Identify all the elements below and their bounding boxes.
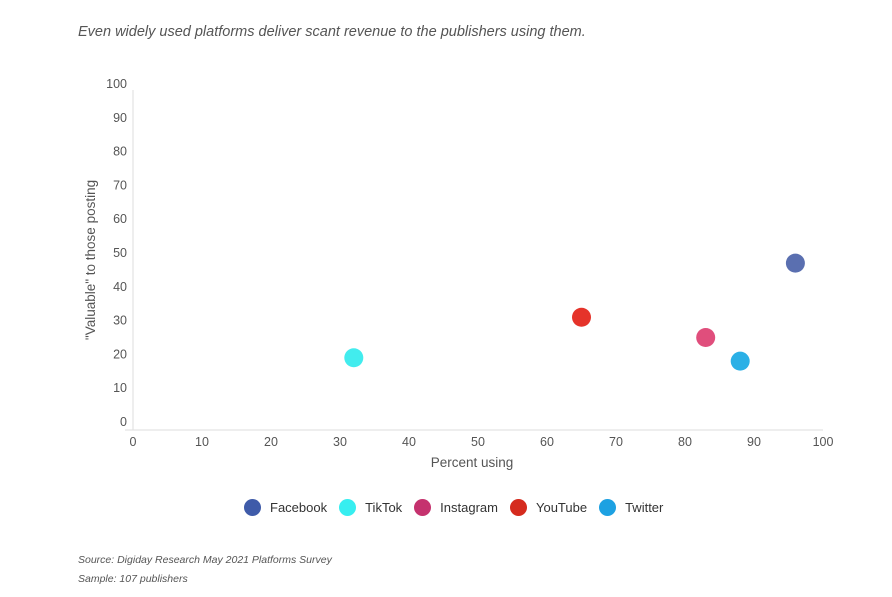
legend-label: YouTube: [535, 500, 588, 515]
chart-subtitle: Even widely used platforms deliver scant…: [78, 24, 586, 40]
y-tick-label: 50: [113, 246, 127, 260]
y-tick-label: 100: [106, 77, 127, 91]
legend-label: Facebook: [270, 500, 328, 515]
y-tick-label: 60: [113, 212, 127, 226]
y-tick-label: 0: [120, 415, 127, 429]
x-tick-labels: 0 10 20 30 40 50 60 70 80 90 100: [130, 435, 834, 449]
data-points: [344, 253, 805, 371]
y-tick-label: 10: [113, 381, 127, 395]
legend-label: Instagram: [440, 500, 498, 515]
legend-item-twitter[interactable]: Twitter: [599, 499, 663, 516]
x-tick-label: 90: [747, 435, 761, 449]
legend-dot-facebook: [244, 499, 261, 516]
source-note: Source: Digiday Research May 2021 Platfo…: [78, 554, 332, 566]
legend-item-instagram[interactable]: Instagram: [414, 499, 498, 516]
y-tick-label: 90: [113, 111, 127, 125]
x-tick-label: 100: [813, 435, 834, 449]
y-tick-label: 20: [113, 347, 127, 361]
data-point-instagram[interactable]: [696, 328, 716, 347]
y-tick-label: 70: [113, 178, 127, 192]
x-axis-label: Percent using: [431, 455, 514, 470]
x-tick-label: 50: [471, 435, 485, 449]
legend-label: TikTok: [365, 500, 403, 515]
legend-item-tiktok[interactable]: TikTok: [339, 499, 402, 516]
legend-dot-twitter: [599, 499, 617, 516]
chart-legend: Facebook TikTok Instagram YouTube Twitte…: [244, 499, 675, 516]
y-axis-label: "Valuable" to those posting: [83, 180, 98, 340]
legend-item-facebook[interactable]: Facebook: [244, 499, 327, 516]
data-point-twitter[interactable]: [730, 351, 750, 371]
data-point-facebook[interactable]: [785, 253, 805, 273]
data-point-youtube[interactable]: [572, 307, 591, 327]
sample-note: Sample: 107 publishers: [78, 573, 188, 585]
x-tick-label: 60: [540, 435, 554, 449]
x-tick-label: 80: [678, 435, 692, 449]
x-tick-label: 70: [609, 435, 623, 449]
legend-label: Twitter: [625, 500, 664, 515]
y-tick-label: 30: [113, 314, 127, 328]
data-point-tiktok[interactable]: [344, 348, 364, 368]
legend-dot-tiktok: [339, 499, 357, 516]
x-tick-label: 20: [264, 435, 278, 449]
y-tick-label: 40: [113, 280, 127, 294]
y-tick-label: 80: [113, 145, 127, 159]
x-tick-label: 0: [130, 435, 137, 449]
x-tick-label: 30: [333, 435, 347, 449]
legend-dot-youtube: [509, 499, 527, 516]
x-tick-label: 10: [195, 435, 209, 449]
scatter-chart: 0 10 20 30 40 50 60 70 80 90 100 0 10 20 30 40 50 60 70 80…: [83, 77, 834, 470]
x-tick-label: 40: [402, 435, 416, 449]
y-tick-labels: 0 10 20 30 40 50 60 70 80 90 100: [106, 77, 127, 429]
legend-dot-instagram: [414, 499, 432, 516]
legend-item-youtube[interactable]: YouTube: [509, 499, 588, 516]
